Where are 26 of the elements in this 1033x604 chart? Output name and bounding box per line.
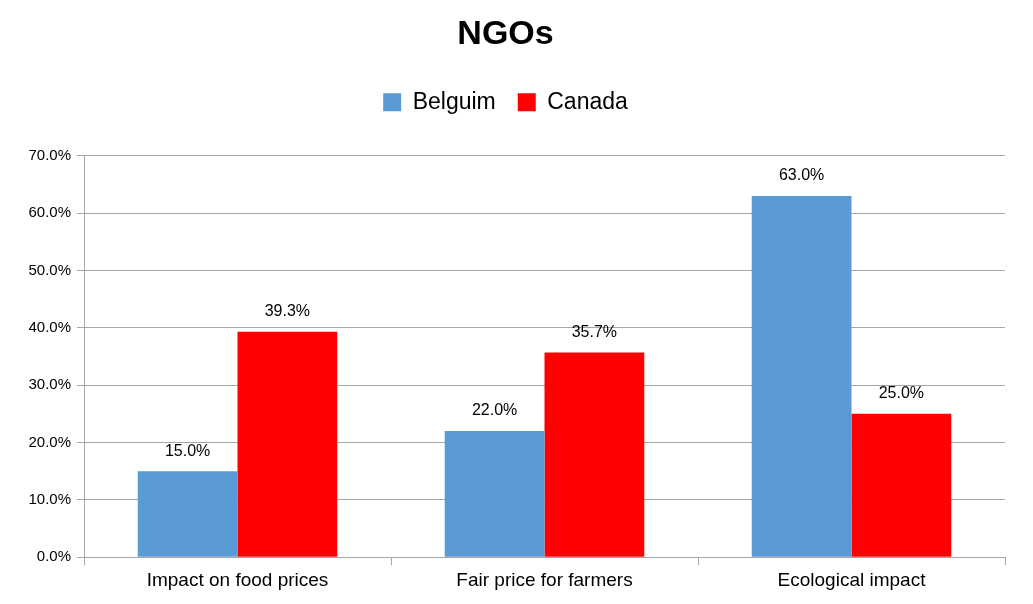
x-tick-label: Fair price for farmers [456, 568, 633, 590]
y-tick-label: 10.0% [28, 490, 71, 507]
bar [237, 331, 338, 557]
bar [544, 352, 645, 557]
bar [851, 413, 952, 557]
x-tick-label: Impact on food prices [146, 568, 329, 590]
bar [137, 471, 238, 557]
y-tick-label: 20.0% [28, 432, 71, 450]
bar [751, 195, 852, 557]
data-label: 22.0% [471, 401, 518, 419]
data-label: 35.7% [571, 322, 618, 340]
y-tick-label: 50.0% [28, 260, 71, 278]
legend-label: Belguim [412, 87, 496, 114]
data-label: 15.0% [164, 441, 211, 459]
legend-label: Canada [547, 87, 629, 114]
y-tick-label: 30.0% [28, 375, 71, 393]
y-tick-label: 70.0% [28, 145, 71, 163]
y-tick-label: 60.0% [28, 203, 71, 221]
x-tick-label: Ecological impact [777, 568, 927, 590]
chart-title: NGOs [457, 12, 554, 51]
data-label: 39.3% [264, 302, 311, 320]
data-label: 25.0% [878, 384, 925, 402]
data-label: 63.0% [778, 166, 825, 184]
y-tick-label: 0.0% [36, 547, 71, 565]
bar [444, 431, 545, 557]
y-tick-label: 40.0% [28, 317, 71, 335]
